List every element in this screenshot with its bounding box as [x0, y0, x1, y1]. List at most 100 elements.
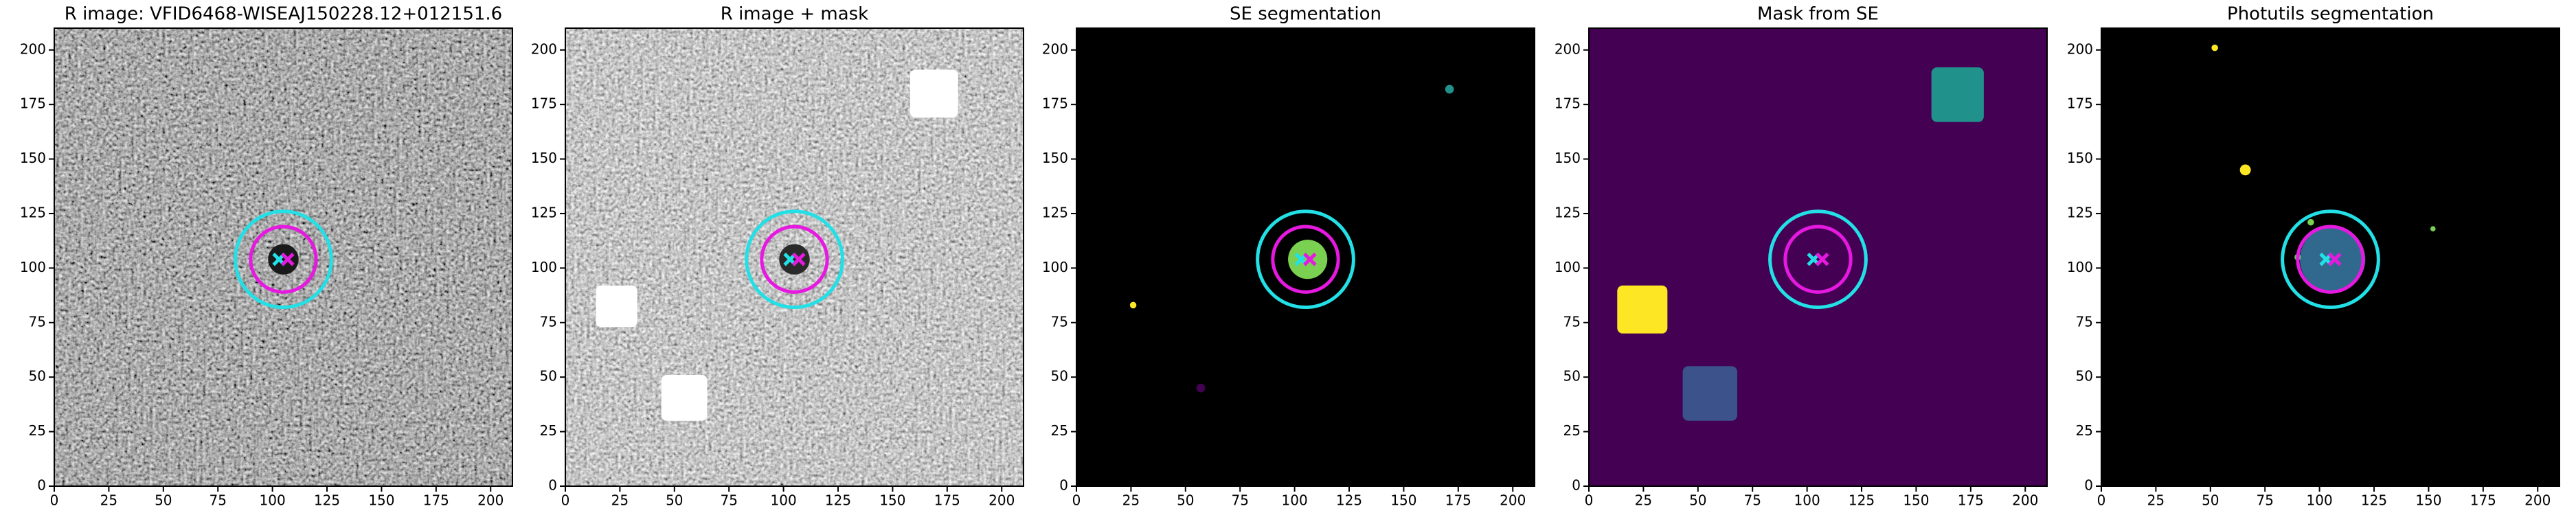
aperture [1256, 209, 1355, 310]
x-tick-label: 150 [2415, 492, 2441, 509]
plot-area [1589, 28, 2047, 486]
x-tick-label: 150 [1903, 492, 1929, 509]
axes-frame [2101, 27, 2560, 487]
x-tick-label: 150 [1390, 492, 1416, 509]
y-tick-label: 50 [1051, 368, 1068, 385]
x-tick-label: 25 [2147, 492, 2165, 509]
x-tick-label: 25 [611, 492, 629, 509]
y-tick-label: 100 [2067, 259, 2093, 275]
y-tick-label: 125 [2067, 204, 2093, 220]
y-tick-label: 150 [1042, 150, 1068, 166]
y-tick-label: 100 [531, 259, 557, 275]
x-tick-label: 100 [2307, 492, 2333, 509]
panel-title: Mask from SE [1757, 4, 1879, 25]
aperture [2296, 225, 2365, 294]
y-tick-label: 75 [1051, 313, 1068, 330]
x-tick-label: 0 [2097, 492, 2106, 509]
x-tick-label: 200 [477, 492, 504, 509]
panel: R image: VFID6468-WISEAJ150228.12+012151… [20, 4, 513, 509]
x-tick-label: 75 [2256, 492, 2273, 509]
y-tick-label: 175 [2067, 95, 2093, 112]
y-tick-label: 25 [2076, 422, 2093, 439]
plot-area [565, 28, 1024, 486]
y-tick-label: 200 [20, 41, 46, 57]
y-tick-label: 200 [1042, 41, 1068, 57]
y-tick-label: 75 [1563, 313, 1581, 330]
x-tick-label: 100 [260, 492, 286, 509]
y-tick-label: 75 [29, 313, 46, 330]
x-tick-label: 125 [314, 492, 340, 509]
x-tick-label: 50 [1689, 492, 1706, 509]
x-tick-label: 50 [2202, 492, 2219, 509]
x-tick-label: 25 [1122, 492, 1140, 509]
x-tick-label: 50 [1177, 492, 1194, 509]
x-tick-label: 25 [100, 492, 117, 509]
y-tick-label: 175 [1042, 95, 1068, 112]
x-tick-label: 75 [209, 492, 226, 509]
segment-region [2430, 226, 2436, 232]
center-marker [281, 252, 295, 266]
y-tick-label: 0 [1059, 477, 1068, 494]
x-tick-label: 100 [771, 492, 797, 509]
panel-title: SE segmentation [1230, 4, 1381, 25]
y-tick-label: 150 [531, 150, 557, 166]
y-tick-label: 25 [1563, 422, 1581, 439]
x-tick-label: 75 [1231, 492, 1248, 509]
x-tick-label: 200 [1500, 492, 1526, 509]
mask-box [661, 375, 708, 421]
segment-region [268, 244, 299, 275]
center-marker [1303, 252, 1317, 266]
y-tick-label: 125 [1042, 204, 1068, 220]
x-tick-label: 175 [2470, 492, 2496, 509]
x-tick-label: 0 [561, 492, 570, 509]
plot-area [1076, 28, 1535, 486]
panel-title: R image + mask [721, 4, 869, 25]
x-tick-label: 175 [1958, 492, 1984, 509]
segment-region [1129, 301, 1137, 309]
y-tick-label: 175 [20, 95, 46, 112]
x-tick-label: 125 [2361, 492, 2387, 509]
panel: SE segmentation 0 25 50 75 100 125 150 175 200 0 25… [1042, 4, 1535, 509]
segment-region [2211, 44, 2218, 52]
x-tick-label: 125 [1849, 492, 1875, 509]
axes-frame [54, 27, 513, 487]
aperture [2281, 209, 2380, 310]
segment-region [2239, 164, 2251, 176]
aperture [745, 209, 844, 310]
panel: Photutils segmentation 0 25 50 75 100 125 150 17… [2067, 4, 2560, 509]
plot-area [2101, 28, 2560, 486]
y-tick-label: 25 [29, 422, 46, 439]
y-tick-label: 200 [1555, 41, 1581, 57]
y-tick-label: 0 [548, 477, 557, 494]
y-tick-label: 150 [1555, 150, 1581, 166]
y-tick-label: 50 [2076, 368, 2093, 385]
y-tick-label: 200 [531, 41, 557, 57]
panel: Mask from SE 0 25 50 75 100 125 150 175 200 0 25 50 7… [1555, 4, 2048, 509]
axes-frame [1076, 27, 1535, 487]
center-marker [2328, 252, 2342, 266]
axes-frame [565, 27, 1024, 487]
center-marker [1816, 252, 1829, 266]
aperture [1783, 225, 1853, 294]
aperture [249, 225, 318, 294]
panel-title: R image: VFID6468-WISEAJ150228.12+012151… [65, 4, 502, 25]
mask-box [1617, 285, 1668, 334]
x-tick-label: 200 [2524, 492, 2551, 509]
axes-frame [1588, 27, 2048, 487]
x-tick-label: 200 [988, 492, 1015, 509]
y-tick-label: 125 [1555, 204, 1581, 220]
y-tick-label: 75 [540, 313, 557, 330]
x-tick-label: 0 [50, 492, 59, 509]
y-tick-label: 125 [531, 204, 557, 220]
y-tick-label: 50 [1563, 368, 1581, 385]
x-tick-label: 175 [423, 492, 449, 509]
plot-area [54, 28, 512, 486]
y-tick-label: 50 [540, 368, 557, 385]
segment-region [2307, 218, 2314, 226]
mask-box [909, 69, 958, 118]
mask-box [1682, 366, 1737, 421]
x-tick-label: 0 [1585, 492, 1594, 509]
mask-box [596, 285, 637, 328]
x-tick-label: 150 [368, 492, 394, 509]
